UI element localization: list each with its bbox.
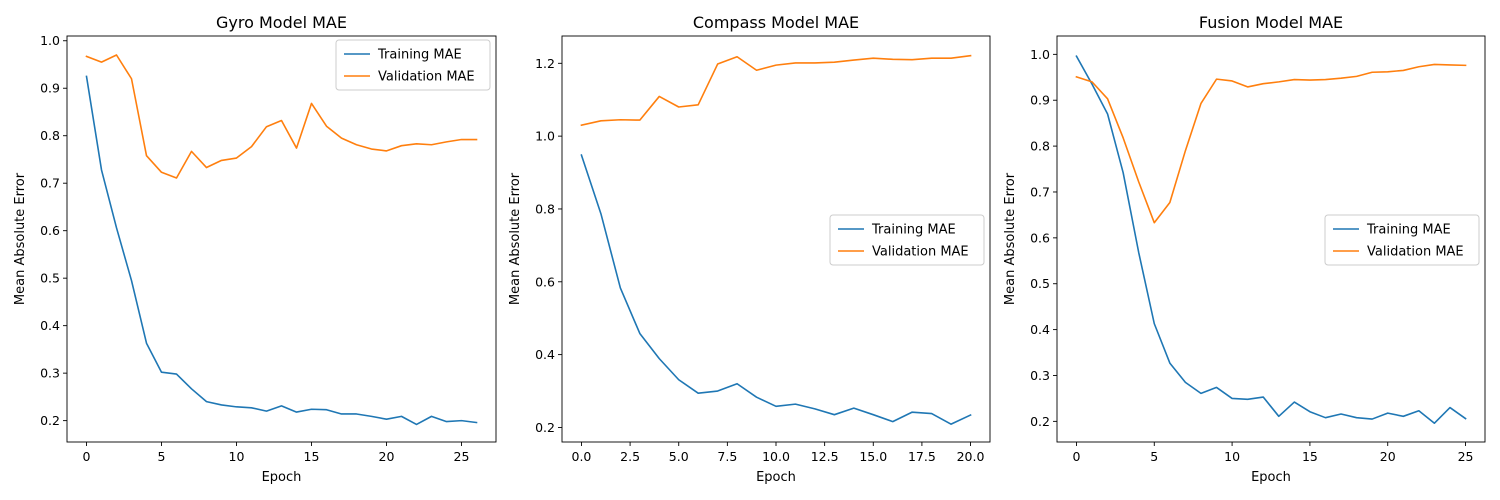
y-tick-label: 0.6 (1030, 230, 1050, 245)
series-line-0 (85, 75, 478, 426)
x-tick-label: 5.0 (669, 449, 689, 464)
legend-label-0: Training MAE (871, 223, 956, 238)
y-tick-label: 0.5 (1030, 276, 1050, 291)
chart-title: Fusion Model MAE (1199, 13, 1343, 32)
series-line-1 (1075, 63, 1467, 224)
legend-label-0: Training MAE (377, 48, 462, 63)
chart-panel-0: 0 5 10 15 20 25 0.2 0.3 0.4 0.5 0.6 0.7 0.8 0.9 1.0 Gyr… (13, 13, 497, 485)
x-tick-label: 25 (454, 449, 470, 464)
x-tick-label: 20 (379, 449, 395, 464)
y-tick-label: 0.5 (40, 271, 60, 286)
x-tick-label: 15.0 (859, 449, 887, 464)
y-tick-label: 0.6 (535, 274, 555, 289)
x-tick-label: 7.5 (717, 449, 737, 464)
legend-label-0: Training MAE (1366, 223, 1451, 238)
x-tick-label: 0 (1072, 449, 1080, 464)
x-tick-label: 17.5 (908, 449, 936, 464)
legend-label-1: Validation MAE (872, 245, 969, 260)
x-tick-label: 15 (304, 449, 320, 464)
x-axis-label: Epoch (756, 470, 796, 485)
y-tick-label: 0.4 (535, 347, 555, 362)
x-tick-label: 12.5 (811, 449, 839, 464)
y-tick-label: 0.3 (1030, 368, 1050, 383)
legend-box (1324, 214, 1480, 266)
series-line-1 (580, 54, 972, 127)
x-axis-label: Epoch (1251, 470, 1291, 485)
chart-title: Gyro Model MAE (216, 13, 347, 32)
series-line-0 (1075, 55, 1467, 424)
y-tick-label: 0.6 (40, 223, 60, 238)
x-tick-label: 0 (83, 449, 91, 464)
chart-panel-1: 0.0 2.5 5.0 7.5 10.0 12.5 15.0 17.5 20.0 0.2 0.4 0.… (508, 13, 991, 485)
y-tick-label: 1.0 (1030, 47, 1050, 62)
x-tick-label: 10 (1224, 449, 1240, 464)
legend: Training MAE Validation MAE (335, 39, 491, 91)
axes-frame (66, 35, 497, 443)
x-tick-label: 15 (1302, 449, 1318, 464)
x-tick-label: 20 (1380, 449, 1396, 464)
y-tick-label: 1.2 (535, 56, 555, 71)
y-tick-label: 0.3 (40, 366, 60, 381)
y-tick-label: 0.2 (40, 413, 60, 428)
x-tick-label: 0.0 (572, 449, 592, 464)
series-line-1 (85, 54, 478, 179)
y-tick-label: 0.7 (40, 176, 60, 191)
x-tick-label: 5 (158, 449, 166, 464)
y-tick-label: 0.4 (40, 318, 60, 333)
legend: Training MAE Validation MAE (829, 214, 985, 266)
legend-label-1: Validation MAE (378, 70, 475, 85)
y-tick-label: 1.0 (535, 129, 555, 144)
x-tick-label: 10.0 (762, 449, 790, 464)
y-tick-label: 0.8 (1030, 139, 1050, 154)
y-axis-label: Mean Absolute Error (1003, 172, 1018, 305)
y-tick-label: 0.8 (535, 201, 555, 216)
y-tick-label: 0.4 (1030, 322, 1050, 337)
y-axis-label: Mean Absolute Error (508, 172, 523, 305)
legend-box (335, 39, 491, 91)
legend: Training MAE Validation MAE (1324, 214, 1480, 266)
x-tick-label: 5 (1150, 449, 1158, 464)
series-line-0 (580, 154, 972, 425)
y-tick-label: 0.7 (1030, 184, 1050, 199)
x-axis-label: Epoch (262, 470, 302, 485)
y-axis-label: Mean Absolute Error (13, 172, 28, 305)
y-tick-label: 1.0 (40, 33, 60, 48)
y-tick-label: 0.2 (1030, 414, 1050, 429)
y-tick-label: 0.2 (535, 420, 555, 435)
axes-frame (1056, 35, 1486, 443)
x-tick-label: 2.5 (620, 449, 640, 464)
x-tick-label: 20.0 (957, 449, 985, 464)
legend-box (829, 214, 985, 266)
chart-title: Compass Model MAE (693, 13, 859, 32)
y-tick-label: 0.9 (40, 81, 60, 96)
legend-label-1: Validation MAE (1367, 245, 1464, 260)
x-tick-label: 25 (1458, 449, 1474, 464)
x-tick-label: 10 (229, 449, 245, 464)
y-tick-label: 0.9 (1030, 93, 1050, 108)
chart-panel-2: 0 5 10 15 20 25 0.2 0.3 0.4 0.5 0.6 0.7 0.8 0.9 1.0 Fus… (1003, 13, 1486, 485)
y-tick-label: 0.8 (40, 128, 60, 143)
